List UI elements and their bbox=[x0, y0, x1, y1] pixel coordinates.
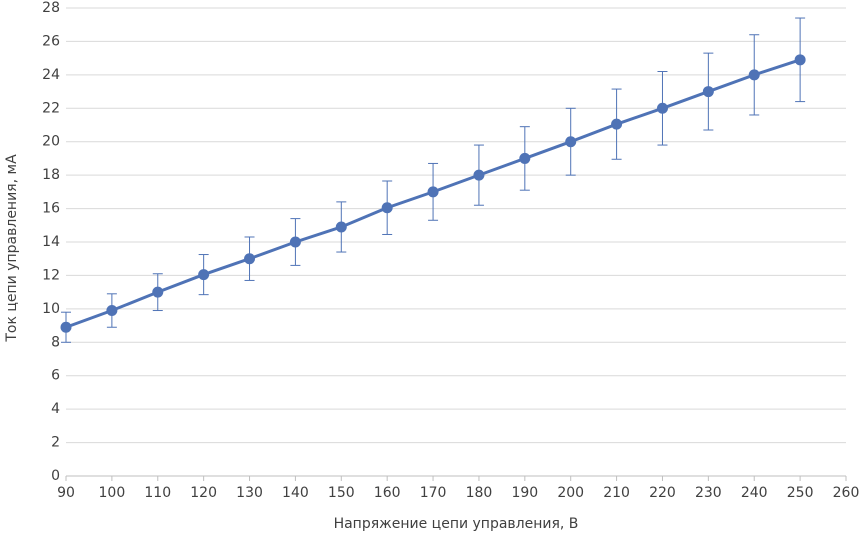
marker bbox=[611, 118, 623, 130]
marker bbox=[106, 305, 118, 317]
marker bbox=[519, 152, 531, 164]
x-tick-label: 170 bbox=[420, 485, 447, 501]
y-tick-label: 16 bbox=[42, 201, 60, 217]
marker bbox=[794, 54, 806, 66]
x-tick-label: 250 bbox=[787, 485, 814, 501]
y-tick-label: 6 bbox=[51, 368, 60, 384]
y-axis-label: Ток цепи управления, мА bbox=[4, 154, 20, 343]
x-tick-label: 200 bbox=[557, 485, 584, 501]
x-tick-label: 150 bbox=[328, 485, 355, 501]
marker bbox=[565, 136, 577, 148]
y-tick-label: 18 bbox=[42, 167, 60, 183]
y-tick-label: 26 bbox=[42, 33, 60, 49]
x-tick-label: 140 bbox=[282, 485, 309, 501]
marker bbox=[748, 69, 760, 81]
y-tick-label: 0 bbox=[51, 468, 60, 484]
y-tick-label: 22 bbox=[42, 100, 60, 116]
x-tick-label: 160 bbox=[374, 485, 401, 501]
x-tick-label: 120 bbox=[190, 485, 217, 501]
y-tick-label: 28 bbox=[42, 0, 60, 16]
marker bbox=[289, 236, 301, 248]
marker bbox=[381, 202, 393, 214]
marker bbox=[702, 86, 714, 98]
y-tick-label: 2 bbox=[51, 435, 60, 451]
x-axis-label: Напряжение цепи управления, В bbox=[334, 516, 579, 532]
marker bbox=[152, 286, 164, 298]
marker bbox=[656, 102, 668, 114]
x-tick-label: 210 bbox=[603, 485, 630, 501]
y-tick-label: 4 bbox=[51, 401, 60, 417]
marker bbox=[335, 221, 347, 233]
x-tick-label: 90 bbox=[57, 485, 75, 501]
marker bbox=[473, 169, 485, 181]
marker bbox=[244, 253, 256, 265]
marker bbox=[427, 186, 439, 198]
x-tick-label: 230 bbox=[695, 485, 722, 501]
x-tick-label: 110 bbox=[144, 485, 171, 501]
y-tick-label: 12 bbox=[42, 267, 60, 283]
marker bbox=[60, 321, 72, 333]
x-tick-label: 220 bbox=[649, 485, 676, 501]
y-tick-label: 20 bbox=[42, 134, 60, 150]
x-tick-label: 240 bbox=[741, 485, 768, 501]
x-tick-label: 190 bbox=[511, 485, 538, 501]
marker bbox=[198, 269, 210, 281]
y-tick-label: 10 bbox=[42, 301, 60, 317]
y-tick-label: 14 bbox=[42, 234, 60, 250]
y-tick-label: 8 bbox=[51, 334, 60, 350]
x-tick-label: 260 bbox=[833, 485, 860, 501]
y-tick-label: 24 bbox=[42, 67, 60, 83]
x-tick-label: 100 bbox=[99, 485, 126, 501]
x-tick-label: 130 bbox=[236, 485, 263, 501]
x-tick-label: 180 bbox=[466, 485, 493, 501]
